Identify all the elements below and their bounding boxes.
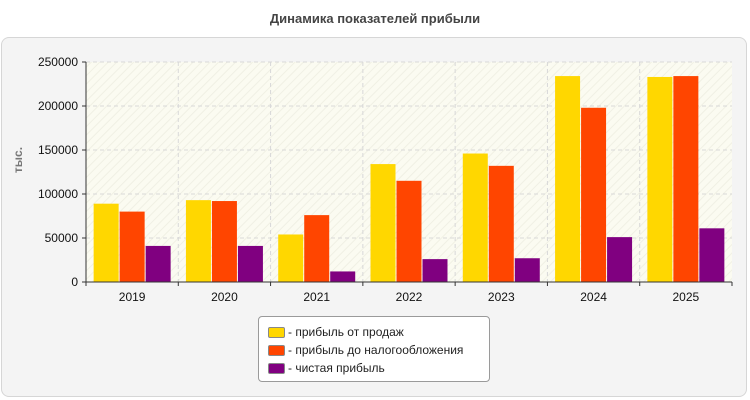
bar	[514, 258, 540, 282]
bar	[396, 180, 422, 282]
bar	[237, 245, 263, 282]
legend-swatch	[268, 344, 285, 356]
legend-label: - чистая прибыль	[288, 361, 385, 375]
x-tick-label: 2022	[396, 290, 423, 304]
bar	[607, 237, 633, 282]
bar	[185, 200, 211, 282]
y-tick-label: 0	[71, 275, 78, 289]
bar	[422, 259, 448, 282]
bar	[673, 76, 699, 282]
x-tick-labels: 2019 2020 2021 2022 2023 2024 2025	[119, 290, 700, 304]
legend-item-sales-profit: - прибыль от продаж	[268, 323, 489, 341]
legend-swatch	[268, 326, 285, 338]
y-tick-label: 100000	[38, 187, 78, 201]
x-tick-label: 2020	[211, 290, 238, 304]
bar	[145, 245, 171, 282]
legend: - прибыль от продаж - прибыль до налогоо…	[258, 316, 490, 382]
y-tick-label: 250000	[38, 55, 78, 69]
bar	[581, 107, 607, 282]
bar	[330, 271, 356, 282]
legend-label: - прибыль от продаж	[288, 325, 404, 339]
bar	[699, 228, 725, 282]
bar	[462, 153, 488, 282]
x-tick-label: 2023	[488, 290, 515, 304]
y-tick-label: 200000	[38, 99, 78, 113]
bar	[488, 165, 514, 282]
x-tick-label: 2024	[580, 290, 607, 304]
legend-label: - прибыль до налогообложения	[288, 343, 464, 357]
y-axis-label: тыс.	[11, 147, 25, 173]
bar	[93, 203, 119, 282]
bar	[647, 76, 673, 283]
legend-item-net-profit: - чистая прибыль	[268, 359, 489, 377]
bar	[370, 164, 396, 282]
bars	[93, 76, 725, 283]
legend-item-pretax-profit: - прибыль до налогообложения	[268, 341, 489, 359]
legend-swatch	[268, 362, 285, 374]
x-tick-label: 2021	[303, 290, 330, 304]
chart-title: Динамика показателей прибыли	[269, 11, 481, 26]
x-tick-label: 2019	[119, 290, 146, 304]
y-tick-labels: 0 50000 100000 150000 200000 250000	[38, 55, 78, 289]
bar	[119, 211, 145, 282]
bar	[555, 76, 581, 282]
bar	[304, 215, 330, 282]
bar	[211, 201, 237, 282]
x-tick-label: 2025	[673, 290, 700, 304]
y-tick-label: 150000	[38, 143, 78, 157]
axes	[82, 61, 733, 286]
bar	[278, 234, 304, 282]
y-tick-label: 50000	[45, 231, 79, 245]
